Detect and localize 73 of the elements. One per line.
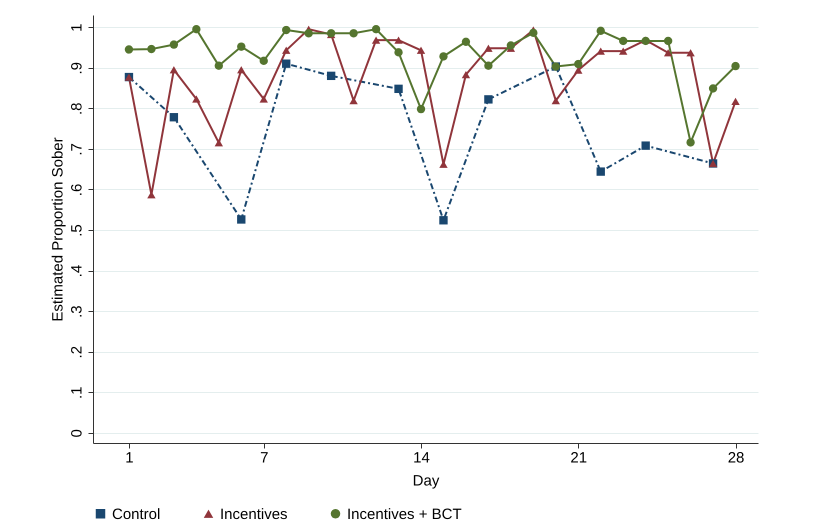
point (416, 104, 426, 114)
point (664, 36, 672, 46)
x-tick-label: 1 (125, 450, 134, 466)
point (484, 62, 493, 70)
point (619, 36, 628, 46)
point (237, 42, 246, 51)
y-tick-label: .4 (68, 264, 86, 278)
x-tick-label: 7 (260, 450, 268, 466)
point (394, 48, 403, 56)
point (529, 28, 538, 38)
legend-label: Incentives + BCT (347, 506, 462, 523)
point (304, 29, 313, 38)
point (686, 49, 695, 56)
point (349, 96, 358, 104)
point (552, 96, 560, 104)
point (170, 40, 178, 49)
point (372, 25, 380, 34)
point (439, 52, 448, 61)
point (282, 60, 290, 68)
point (214, 139, 223, 146)
point (686, 138, 695, 147)
y-tick-label: .2 (68, 346, 86, 358)
y-tick-label: .5 (68, 224, 86, 237)
point (170, 66, 178, 74)
point (326, 72, 336, 80)
y-tick-label: .3 (68, 305, 86, 318)
x-tick-label: 28 (728, 450, 744, 466)
y-tick-label: .6 (68, 184, 86, 196)
point (260, 56, 268, 66)
point (147, 44, 156, 54)
point (237, 66, 246, 74)
y-tick-label: .9 (68, 62, 86, 74)
point (731, 98, 740, 106)
x-tick-label: 21 (570, 450, 588, 466)
point (394, 84, 403, 94)
point (282, 26, 290, 34)
point (282, 46, 290, 54)
point (260, 95, 268, 103)
legend-label: Incentives (220, 506, 288, 523)
y-tick-label: 1 (68, 24, 86, 32)
point (506, 41, 516, 50)
point (596, 26, 605, 35)
point (596, 167, 605, 176)
point (708, 84, 718, 93)
point (349, 29, 358, 38)
point (641, 141, 650, 150)
point (619, 47, 628, 55)
point (170, 113, 178, 122)
point (484, 44, 493, 52)
point (416, 46, 426, 54)
point (596, 47, 605, 55)
point (731, 62, 740, 70)
x-axis-title: Day (412, 472, 440, 490)
point (394, 36, 403, 44)
y-axis-title: Estimated Proportion Sober (50, 137, 66, 322)
point (124, 45, 134, 54)
y-tick-label: .7 (68, 143, 86, 156)
point (484, 95, 493, 104)
point (192, 25, 201, 34)
point (192, 95, 201, 103)
point (214, 62, 223, 70)
point (372, 36, 380, 44)
point (462, 71, 470, 78)
point (237, 215, 246, 224)
y-tick-label: .8 (68, 102, 86, 116)
y-tick-label: 0 (68, 429, 86, 438)
point (574, 60, 582, 68)
point (664, 49, 672, 56)
y-tick-label: .1 (68, 386, 86, 400)
point (439, 216, 448, 224)
point (462, 38, 470, 46)
legend-label: Control (112, 506, 160, 523)
x-tick-label: 14 (413, 450, 430, 466)
